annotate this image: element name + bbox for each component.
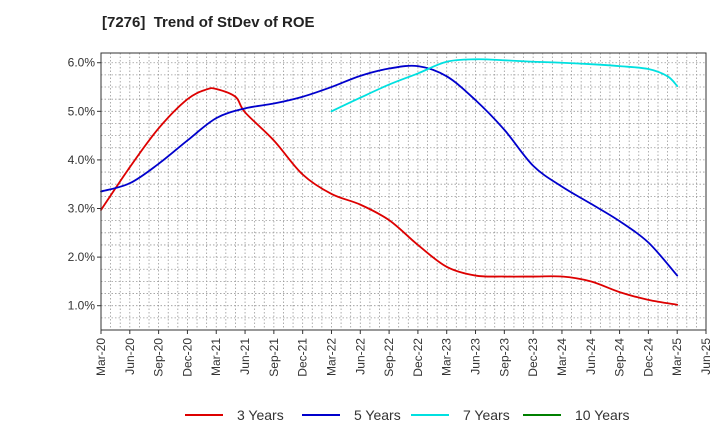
series-line-5-years [100,64,679,277]
legend-item-3-years: 3 Years [185,405,284,425]
x-tick-label: Dec-20 [180,338,194,377]
y-tick-label: 5.0% [68,104,96,118]
x-tick-label: Jun-22 [353,338,367,375]
x-tick-label: Dec-23 [526,338,540,377]
x-tick-label: Sep-23 [497,338,511,377]
x-tick-label: Sep-24 [613,338,627,377]
series-line-3-years [100,87,679,306]
legend-item-10-years: 10 Years [523,405,630,425]
x-tick-label: Mar-21 [209,338,223,376]
x-tick-label: Sep-21 [267,338,281,377]
plot-border [100,52,707,331]
x-tick-label: Jun-23 [469,338,483,375]
legend-label-3-years: 3 Years [237,407,284,423]
x-tick-label: Mar-23 [440,338,454,376]
x-tick-label: Jun-21 [238,338,252,375]
x-tick-label: Jun-20 [123,338,137,375]
series-line-7-years [330,58,679,113]
x-tick-label: Jun-25 [699,338,713,375]
legend-item-7-years: 7 Years [411,405,510,425]
legend-label-5-years: 5 Years [354,407,401,423]
x-tick-label: Mar-24 [555,338,569,376]
chart-legend: 3 Years 5 Years 7 Years 10 Years [0,405,720,425]
legend-swatch-7-years [411,414,449,416]
y-tick-label: 4.0% [68,153,96,167]
y-tick-label: 1.0% [68,299,96,313]
x-tick-label: Mar-25 [670,338,684,376]
x-tick-label: Dec-24 [641,338,655,377]
x-tick-label: Jun-24 [584,338,598,375]
y-tick-label: 3.0% [68,202,96,216]
x-tick-label: Sep-20 [152,338,166,377]
legend-item-5-years: 5 Years [302,405,401,425]
legend-swatch-3-years [185,414,223,416]
x-tick-label: Sep-22 [382,338,396,377]
legend-swatch-10-years [523,414,561,416]
x-tick-label: Dec-21 [296,338,310,377]
y-tick-label: 2.0% [68,250,96,264]
x-tick-label: Dec-22 [411,338,425,377]
x-tick-label: Mar-20 [94,338,108,376]
plot-area [101,53,706,330]
x-tick-label: Mar-22 [324,338,338,376]
legend-swatch-5-years [302,414,340,416]
chart-title: [7276] Trend of StDev of ROE [102,14,315,31]
legend-label-10-years: 10 Years [575,407,630,423]
y-tick-label: 6.0% [68,56,96,70]
legend-label-7-years: 7 Years [463,407,510,423]
